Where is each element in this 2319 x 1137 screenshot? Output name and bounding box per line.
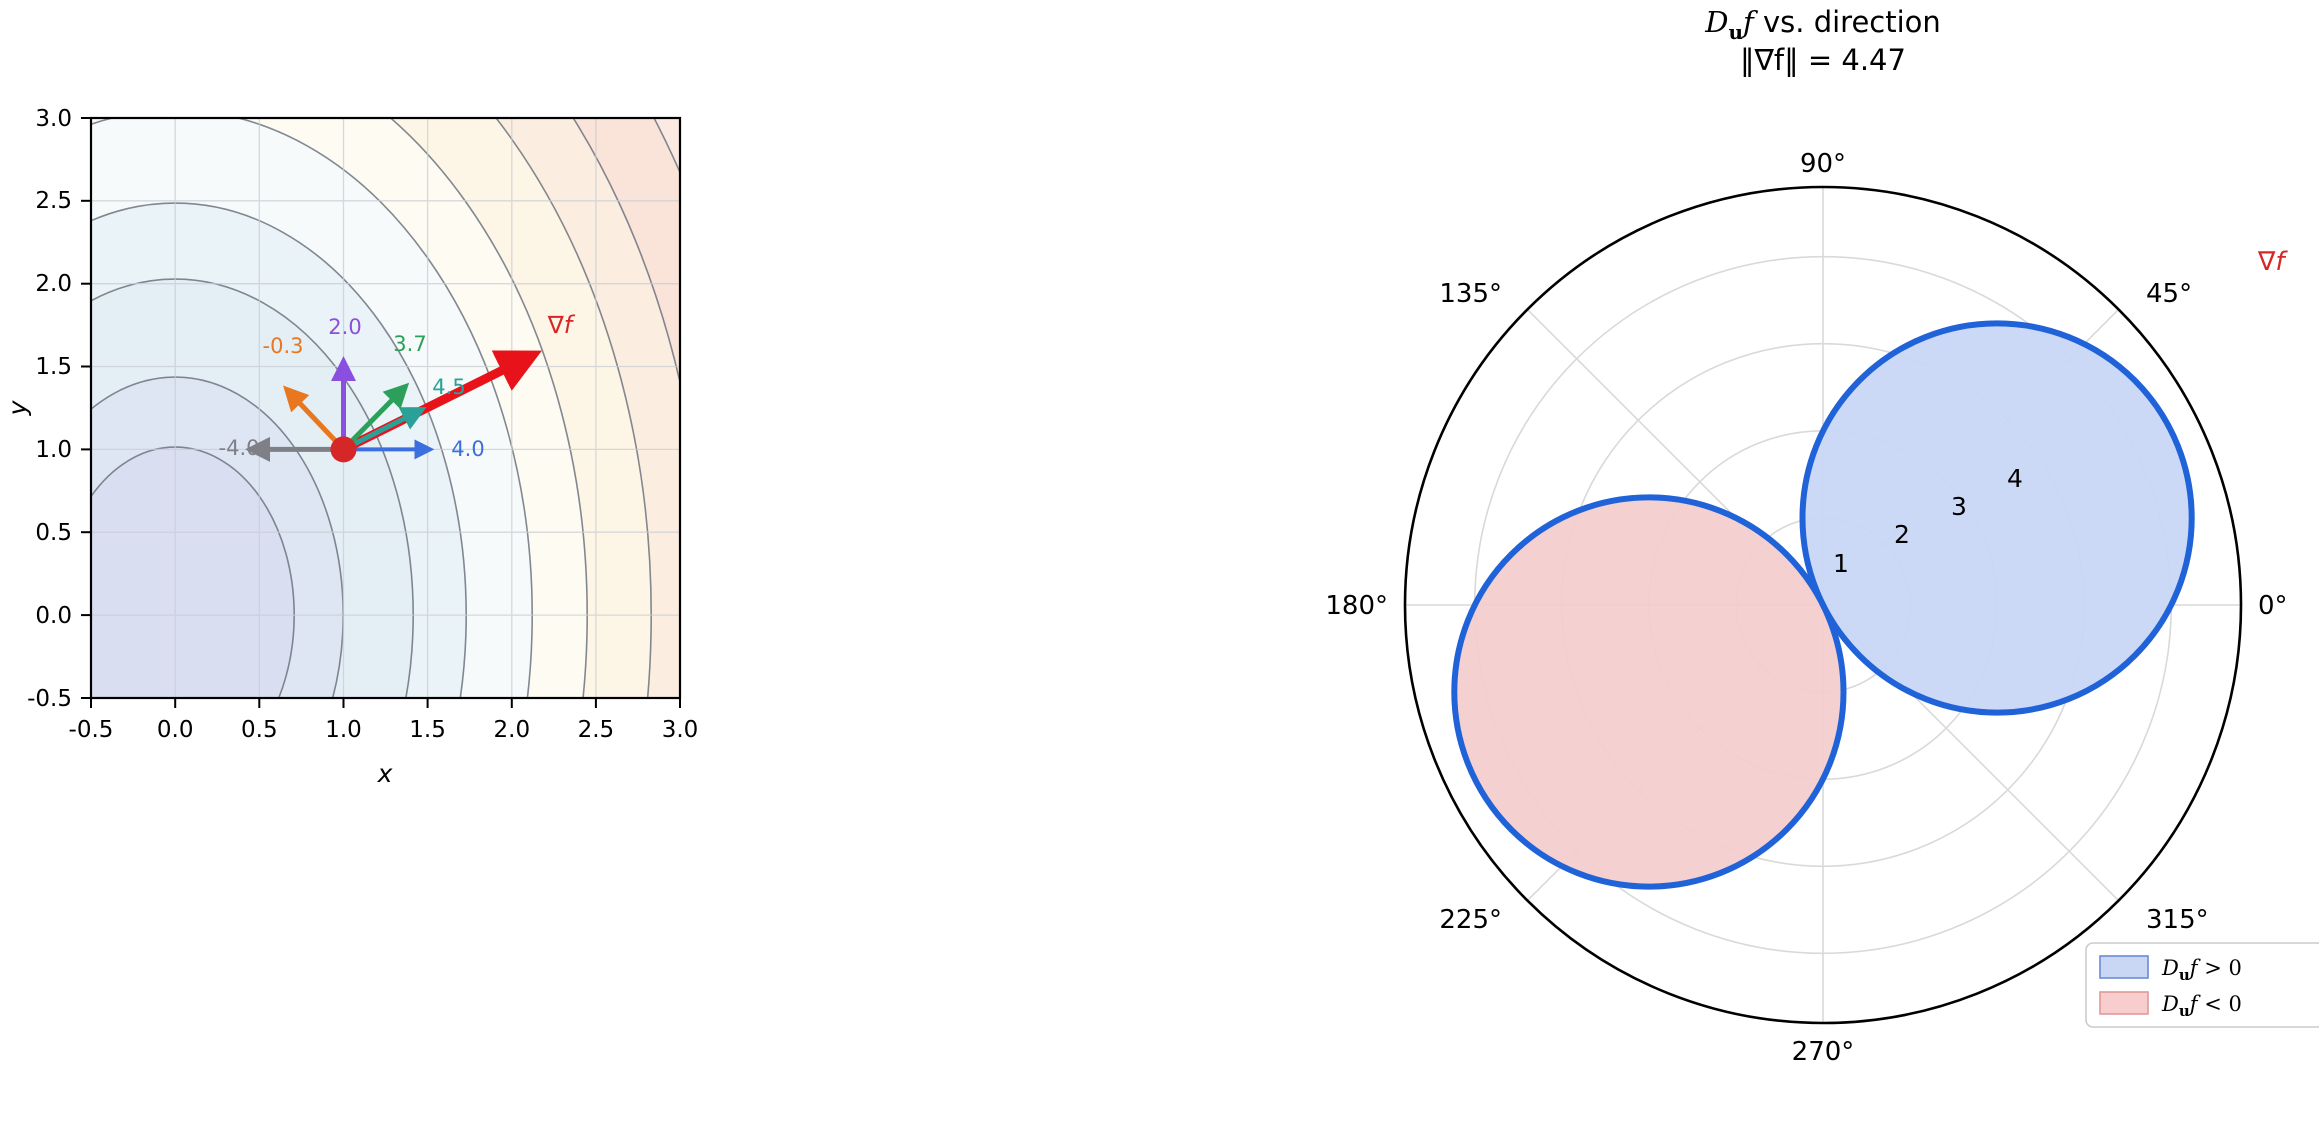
contour-panel: f(x, y) = 2x2 + y2, \u2207f(1, 1) = (4, … <box>0 0 760 1137</box>
legend-label-negative: Duf < 0 <box>2161 992 2242 1020</box>
legend-swatch-negative <box>2099 991 2149 1015</box>
arrow-label-90: 2.0 <box>328 315 361 339</box>
polar-gradient-label: ∇f <box>2257 247 2288 277</box>
gradient-label: ∇f <box>547 311 576 339</box>
xtick-7: 3.0 <box>662 717 699 743</box>
contour-x-ticks: -0.5 0.0 0.5 1.0 1.5 2.0 2.5 3.0 <box>69 698 699 743</box>
xtick-5: 2.0 <box>494 717 531 743</box>
atick-225: 225° <box>1439 905 1502 935</box>
polar-svg: Duf vs. direction ‖∇f‖ = 4.47 <box>1325 5 2319 1067</box>
arrow-dir-26deg <box>342 407 427 452</box>
contour-field <box>91 118 680 698</box>
ytick-7: 3.0 <box>35 106 72 132</box>
arrow-label-180: -4.0 <box>219 436 260 460</box>
rtick-3: 3 <box>1951 492 1967 521</box>
xtick-1: 0.0 <box>157 717 194 743</box>
contour-ylabel: y <box>3 399 32 416</box>
xtick-6: 2.5 <box>578 717 615 743</box>
contour-y-ticks: -0.5 0.0 0.5 1.0 1.5 2.0 2.5 3.0 <box>27 106 91 712</box>
atick-135: 135° <box>1439 279 1502 309</box>
contour-grid <box>91 118 680 698</box>
rtick-2: 2 <box>1894 520 1910 549</box>
polar-outer-frame <box>1403 185 2243 1025</box>
legend-swatch-positive <box>2099 955 2149 979</box>
ytick-6: 2.5 <box>35 188 72 214</box>
arrow-label-135: -0.3 <box>263 334 304 358</box>
evaluation-point <box>330 436 357 463</box>
atick-45: 45° <box>2146 279 2192 309</box>
xtick-0: -0.5 <box>69 717 114 743</box>
ytick-5: 2.0 <box>35 271 72 297</box>
direction-arrows <box>245 350 542 463</box>
contour-xlabel: x <box>377 759 393 788</box>
atick-0: 0° <box>2258 591 2288 621</box>
xtick-3: 1.0 <box>325 717 362 743</box>
arrow-label-45: 3.7 <box>393 332 426 356</box>
ytick-2: 0.5 <box>35 520 72 546</box>
negative-lobe <box>1451 494 1847 890</box>
polar-angular-ticks: 0° 45° 90° 135° 180° 225° 270° 315° <box>1325 149 2287 1067</box>
rtick-1: 1 <box>1833 549 1849 578</box>
xtick-4: 1.5 <box>409 717 446 743</box>
xtick-2: 0.5 <box>241 717 278 743</box>
polar-panel: Duf vs. direction ‖∇f‖ = 4.47 <box>1290 0 2319 1137</box>
atick-315: 315° <box>2146 905 2209 935</box>
ytick-1: 0.0 <box>35 603 72 629</box>
arrow-label-26: 4.5 <box>432 375 465 399</box>
polar-title-line1: Duf vs. direction <box>1704 5 1941 44</box>
atick-90: 90° <box>1800 149 1846 179</box>
ytick-3: 1.0 <box>35 437 72 463</box>
arrow-label-0: 4.0 <box>451 437 484 461</box>
polar-legend: Duf > 0 Duf < 0 <box>2085 942 2319 1028</box>
ytick-4: 1.5 <box>35 354 72 380</box>
atick-180: 180° <box>1325 591 1388 621</box>
polar-radial-ticks: 1 2 3 4 <box>1833 464 2023 578</box>
positive-lobe <box>1799 320 2195 716</box>
legend-label-positive: Duf > 0 <box>2161 956 2242 984</box>
ytick-0: -0.5 <box>27 686 72 712</box>
arrow-dir-45deg <box>341 382 410 452</box>
atick-270: 270° <box>1792 1037 1855 1067</box>
contour-svg: f(x, y) = 2x2 + y2, \u2207f(1, 1) = (4, … <box>3 106 699 788</box>
polar-title-line2: ‖∇f‖ = 4.47 <box>1740 43 1906 77</box>
rtick-4: 4 <box>2007 464 2023 493</box>
contour-axes-frame <box>89 116 682 700</box>
